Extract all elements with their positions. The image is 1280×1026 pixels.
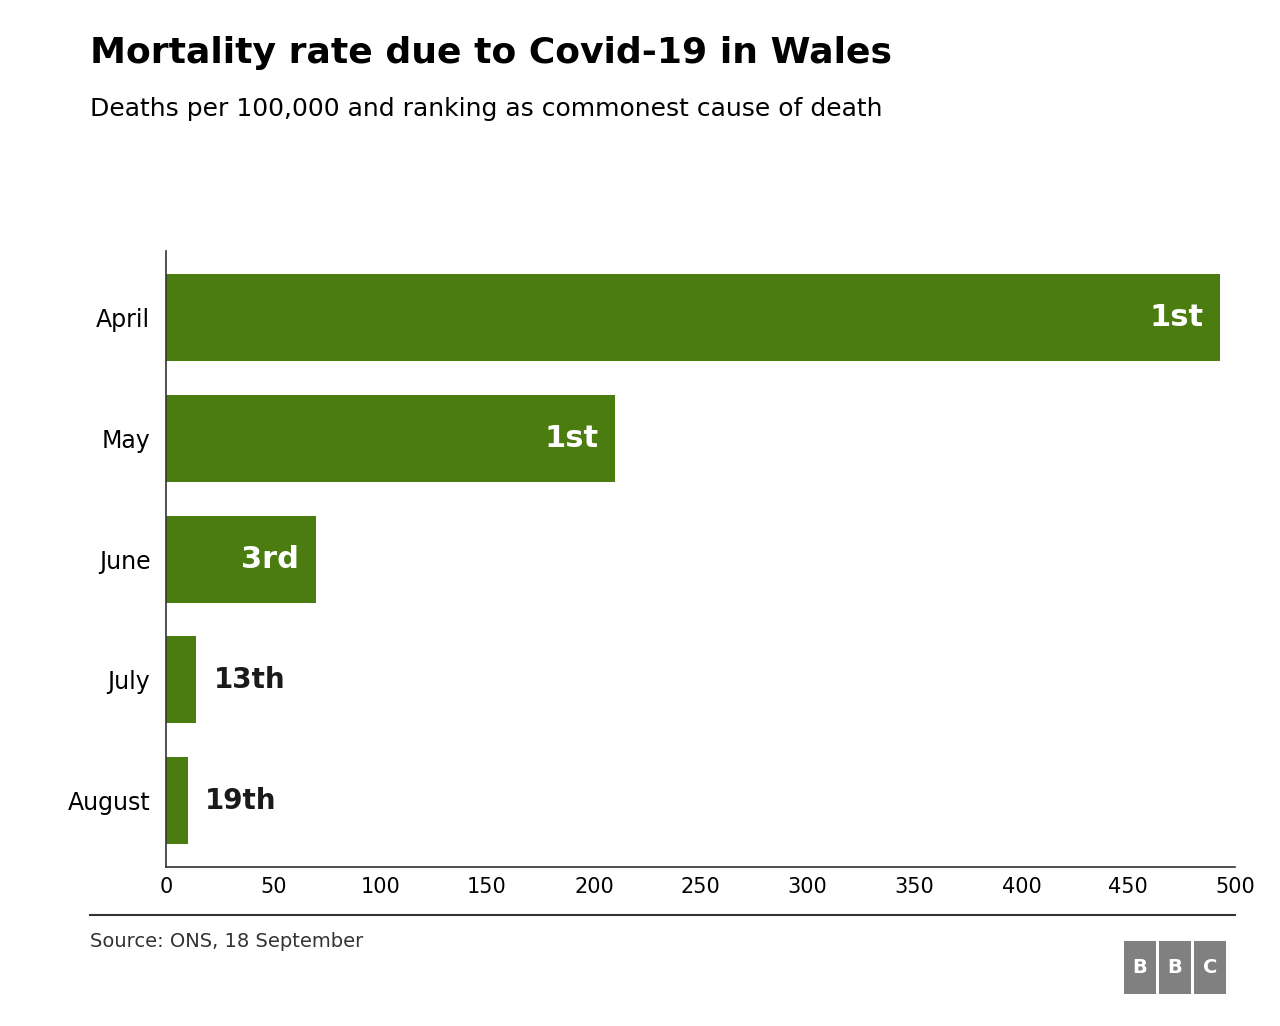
Text: Source: ONS, 18 September: Source: ONS, 18 September bbox=[90, 932, 362, 951]
Text: B: B bbox=[1167, 958, 1183, 977]
Text: 3rd: 3rd bbox=[241, 545, 300, 574]
Bar bbox=[166, 516, 316, 602]
Text: 1st: 1st bbox=[544, 424, 598, 452]
Text: C: C bbox=[1203, 958, 1217, 977]
Bar bbox=[1194, 941, 1226, 994]
Bar bbox=[1158, 941, 1190, 994]
Text: B: B bbox=[1133, 958, 1147, 977]
Text: Deaths per 100,000 and ranking as commonest cause of death: Deaths per 100,000 and ranking as common… bbox=[90, 97, 882, 121]
Text: Mortality rate due to Covid-19 in Wales: Mortality rate due to Covid-19 in Wales bbox=[90, 36, 892, 70]
Bar bbox=[166, 395, 616, 482]
Bar bbox=[166, 274, 1220, 361]
Bar bbox=[1124, 941, 1156, 994]
Bar bbox=[166, 636, 196, 723]
Text: 1st: 1st bbox=[1149, 304, 1203, 332]
Text: 19th: 19th bbox=[205, 787, 276, 815]
Bar bbox=[166, 757, 188, 844]
Text: 13th: 13th bbox=[214, 666, 285, 694]
